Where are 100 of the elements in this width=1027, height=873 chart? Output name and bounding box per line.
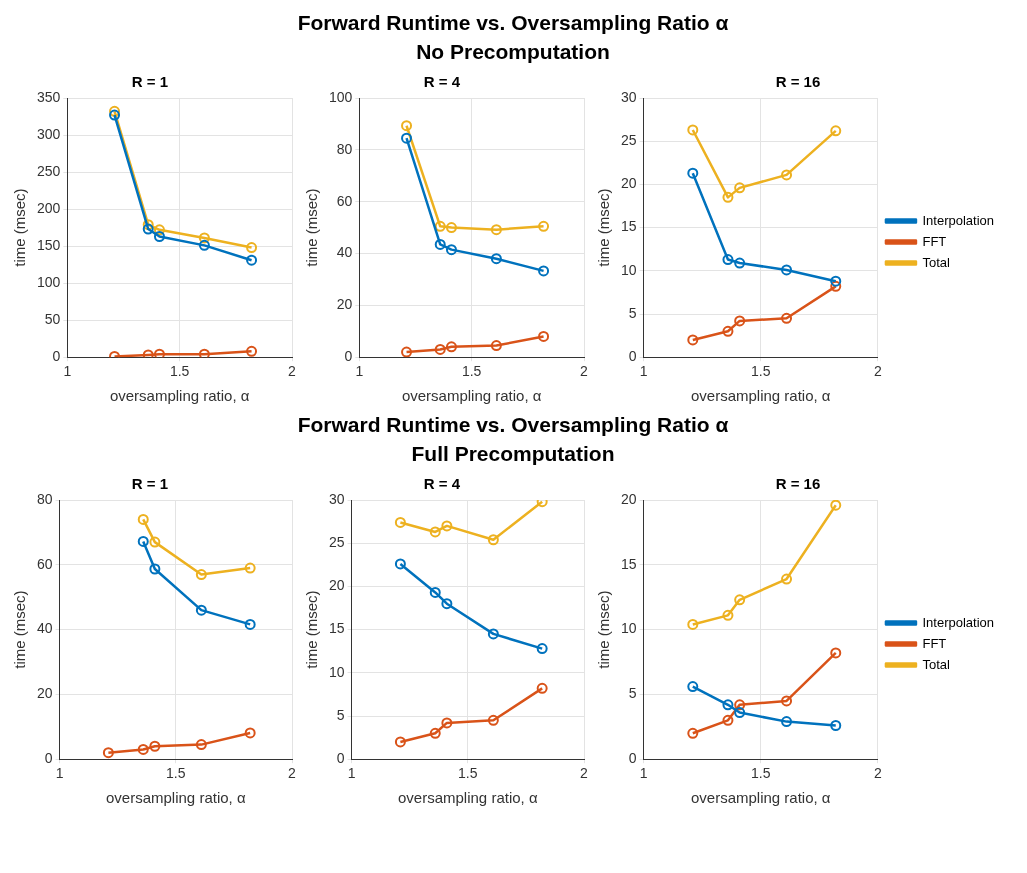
point (722, 699, 734, 711)
chart-title: R = 1 (131, 73, 169, 91)
y-tick-label: 250 (37, 162, 61, 179)
point (244, 727, 256, 739)
y-tick-label: 60 (336, 192, 353, 209)
point (434, 343, 446, 355)
point (781, 169, 793, 181)
point (687, 124, 699, 136)
point (722, 325, 734, 337)
y-tick-label: 200 (37, 199, 61, 216)
point (722, 254, 734, 266)
point (153, 230, 165, 242)
legend-label: Interpolation (922, 212, 995, 228)
x-tick-label: 1.5 (751, 765, 771, 782)
y-axis-title: time (msec) (303, 188, 321, 267)
y-tick-label: 5 (628, 304, 637, 321)
point (722, 191, 734, 203)
point (490, 340, 502, 352)
point (441, 598, 453, 610)
y-tick-label: 300 (37, 125, 61, 142)
x-tick-label: 2 (580, 765, 589, 782)
y-tick-label: 20 (620, 175, 637, 192)
point (394, 516, 406, 528)
point (394, 736, 406, 748)
text: Forward Runtime vs. Oversampling Ratio α (296, 412, 730, 438)
point (429, 526, 441, 538)
y-tick-label: 25 (328, 534, 345, 551)
x-axis-title: oversampling ratio, α (106, 789, 246, 807)
point (153, 224, 165, 236)
point (687, 681, 699, 693)
point (109, 109, 121, 121)
x-tick-label: 1 (63, 363, 72, 380)
chart-title: R = 4 (423, 73, 461, 91)
point (687, 618, 699, 630)
legend-label: Total (922, 656, 951, 672)
x-axis-title: oversampling ratio, α (398, 789, 538, 807)
point (401, 132, 413, 144)
x-tick-label: 2 (288, 765, 297, 782)
point (536, 643, 548, 655)
y-tick-label: 0 (52, 348, 61, 365)
point (195, 604, 207, 616)
point (195, 569, 207, 581)
point (102, 747, 114, 759)
point (401, 346, 413, 358)
point (142, 223, 154, 235)
point (781, 716, 793, 728)
point (490, 253, 502, 265)
y-tick-label: 40 (336, 244, 353, 261)
x-tick-label: 2 (874, 765, 883, 782)
y-tick-label: 20 (328, 577, 345, 594)
chart-title: R = 16 (775, 73, 821, 91)
point (830, 720, 842, 731)
legend-label: FFT (922, 635, 947, 651)
point (198, 232, 210, 244)
y-axis-title: time (msec) (11, 188, 29, 267)
point (487, 628, 499, 640)
point (781, 695, 793, 707)
point (153, 348, 165, 358)
y-axis-title: time (msec) (11, 590, 29, 669)
point (830, 280, 842, 292)
y-tick-label: 10 (620, 620, 637, 637)
point (195, 739, 207, 751)
point (137, 743, 149, 755)
point (781, 264, 793, 276)
point (429, 727, 441, 739)
point (734, 182, 746, 194)
point (722, 609, 734, 621)
chart-title: R = 1 (131, 475, 169, 493)
y-tick-label: 150 (37, 236, 61, 253)
x-tick-label: 1.5 (751, 363, 771, 380)
x-tick-label: 1.5 (166, 765, 186, 782)
point (781, 312, 793, 324)
point (687, 167, 699, 179)
point (734, 594, 746, 606)
point (246, 242, 258, 254)
chart-title: R = 4 (423, 475, 461, 493)
point (142, 349, 154, 358)
point (445, 341, 457, 353)
x-axis-title: oversampling ratio, α (109, 387, 250, 405)
y-tick-label: 5 (628, 685, 637, 702)
point (244, 618, 256, 630)
point (687, 334, 699, 346)
y-tick-label: 0 (44, 750, 53, 767)
point (830, 275, 842, 287)
point (149, 563, 161, 575)
text: No Precomputation (415, 39, 611, 65)
x-tick-label: 1.5 (169, 363, 190, 380)
point (198, 348, 210, 358)
y-tick-label: 30 (328, 490, 345, 507)
point (142, 219, 154, 231)
point (722, 714, 734, 726)
y-tick-label: 100 (329, 88, 353, 105)
point (734, 699, 746, 711)
y-tick-label: 15 (620, 555, 637, 572)
y-tick-label: 20 (336, 296, 353, 313)
point (434, 238, 446, 250)
point (538, 265, 550, 277)
y-tick-label: 60 (36, 555, 53, 572)
x-axis-title: oversampling ratio, α (401, 387, 542, 405)
y-tick-label: 20 (620, 490, 637, 507)
